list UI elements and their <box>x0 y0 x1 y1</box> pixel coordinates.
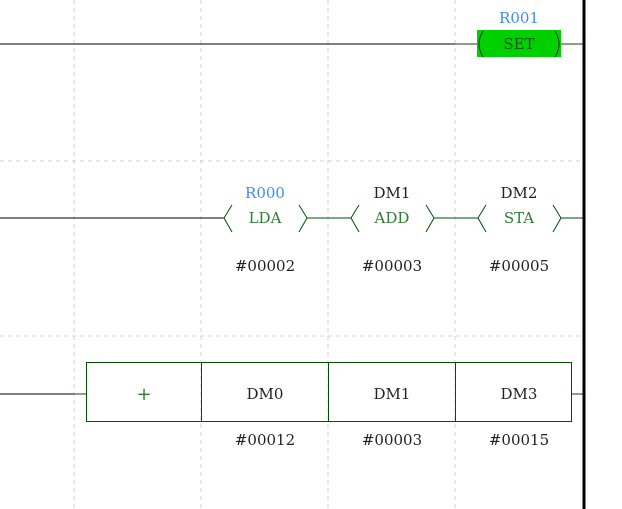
set-coil-icon[interactable]: SET <box>477 30 561 58</box>
value: #00005 <box>489 257 549 275</box>
rung-3[interactable]: + DM0 DM1 DM3 #00012 #00003 #00015 <box>0 362 583 449</box>
instruction-add[interactable]: DM1 ADD #00003 <box>350 184 435 275</box>
operand: DM2 <box>501 184 538 202</box>
operand: DM1 <box>374 385 411 403</box>
value: #00003 <box>362 257 422 275</box>
bracket-icon <box>477 204 562 233</box>
bracket-icon <box>223 204 308 233</box>
operand: DM0 <box>247 385 284 403</box>
operand: DM3 <box>501 385 538 403</box>
instruction-sta[interactable]: DM2 STA #00005 <box>477 184 562 275</box>
grid-lines <box>0 0 583 509</box>
coil-instruction: SET <box>503 35 534 53</box>
value: #00003 <box>362 431 422 449</box>
instruction-lda[interactable]: R000 LDA #00002 <box>223 184 308 275</box>
mnemonic: ADD <box>374 209 410 227</box>
plus-operator-icon: + <box>136 384 151 405</box>
value: #00002 <box>235 257 295 275</box>
value: #00012 <box>235 431 295 449</box>
rung-2[interactable]: R000 LDA #00002 DM1 ADD #00003 DM2 STA #… <box>0 184 583 275</box>
bracket-icon <box>350 204 435 233</box>
coil-address: R001 <box>499 9 539 27</box>
operand: DM1 <box>374 184 411 202</box>
mnemonic: LDA <box>249 209 282 227</box>
mnemonic: STA <box>504 209 534 227</box>
value: #00015 <box>489 431 549 449</box>
rung-1[interactable]: R001 SET <box>0 9 583 58</box>
operand: R000 <box>245 184 285 202</box>
add-function-box[interactable]: + DM0 DM1 DM3 <box>86 362 572 422</box>
